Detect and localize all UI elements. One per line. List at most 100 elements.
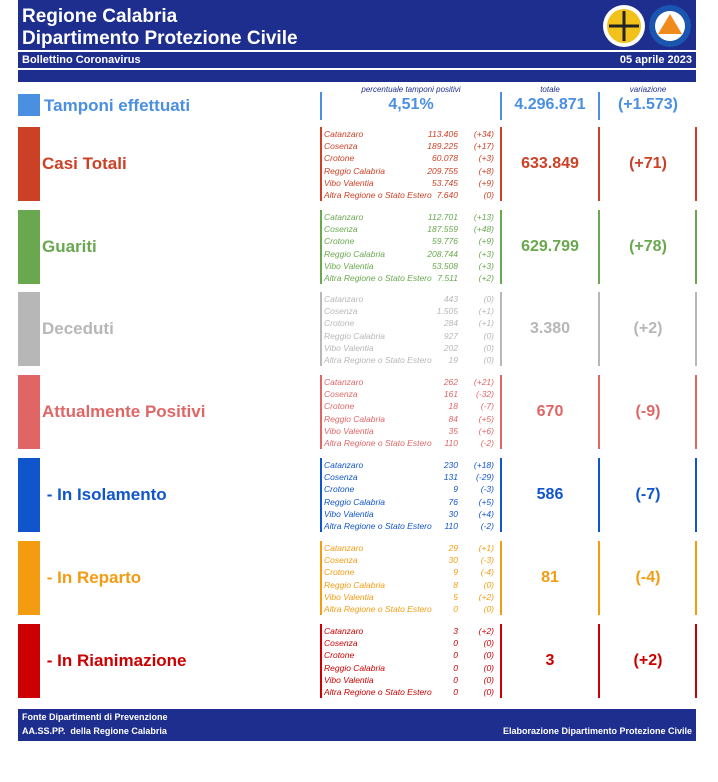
province: Crotone	[324, 401, 355, 412]
count: 76	[448, 496, 458, 507]
separator	[598, 458, 600, 532]
province: Reggio Calabria	[324, 248, 385, 259]
province: Vibo Valentia	[324, 508, 374, 519]
marker	[18, 94, 40, 116]
separator	[695, 292, 697, 366]
province: Catanzaro	[324, 377, 364, 387]
total: 3.380	[529, 320, 571, 337]
change: (+2)	[478, 591, 494, 602]
separator	[320, 375, 322, 449]
count: 84	[448, 413, 458, 424]
change: (+3)	[478, 260, 494, 271]
province: Altra Regione o Stato Estero	[324, 355, 432, 365]
count: 9	[453, 567, 458, 578]
province: Vibo Valentia	[324, 177, 374, 188]
count: 112.701	[427, 212, 458, 222]
count: 443	[443, 294, 458, 304]
province: Altra Regione o Stato Estero	[324, 604, 432, 614]
count: 209.755	[427, 165, 458, 176]
count: 53.508	[432, 260, 458, 271]
province: Cosenza	[324, 555, 358, 566]
separator	[500, 127, 502, 201]
variation: (+78)	[629, 238, 667, 255]
province: Catanzaro	[324, 543, 364, 553]
change: (0)	[483, 579, 494, 590]
change: (0)	[483, 650, 494, 661]
change: (0)	[483, 604, 494, 614]
subtitle: Dipartimento Protezione Civile	[22, 28, 298, 49]
province: Reggio Calabria	[324, 330, 385, 341]
province: Crotone	[324, 318, 355, 329]
province: Cosenza	[324, 224, 358, 235]
footer	[18, 709, 696, 741]
total: 670	[536, 403, 564, 420]
count: 202	[443, 342, 458, 353]
marker	[18, 624, 40, 698]
count: 110	[444, 521, 458, 531]
change: (+6)	[478, 425, 494, 436]
count: 113.406	[427, 129, 458, 139]
count: 0	[453, 687, 458, 697]
change: (-3)	[480, 555, 494, 566]
change: (+9)	[478, 177, 494, 188]
separator	[598, 541, 600, 615]
change: (-32)	[476, 389, 494, 400]
header-rule	[18, 50, 696, 52]
province: Altra Regione o Stato Estero	[324, 521, 432, 531]
province: Reggio Calabria	[324, 662, 385, 673]
change: (+2)	[478, 626, 494, 636]
column-label: variazione	[629, 85, 667, 94]
count: 262	[443, 377, 458, 387]
change: (+1)	[478, 543, 494, 553]
variation: (-4)	[635, 569, 661, 586]
province: Altra Regione o Stato Estero	[324, 438, 432, 448]
change: (0)	[483, 330, 494, 341]
province: Crotone	[324, 153, 355, 164]
count: 29	[448, 543, 458, 553]
total: 629.799	[521, 238, 579, 255]
section-label: - In Isolamento	[42, 485, 167, 504]
marker	[18, 292, 40, 366]
column-label: totale	[540, 85, 560, 94]
count: 1.505	[436, 306, 458, 317]
count: 30	[448, 508, 458, 519]
title: Regione Calabria	[22, 6, 178, 27]
section-label: - In Reparto	[42, 568, 142, 587]
change: (-29)	[476, 472, 494, 483]
province: Vibo Valentia	[324, 591, 374, 602]
row-label: Tamponi effettuati	[44, 96, 191, 115]
logos	[603, 5, 691, 47]
separator	[500, 541, 502, 615]
count: 131	[443, 472, 458, 483]
count: 3	[453, 626, 458, 636]
province: Crotone	[324, 650, 355, 661]
marker	[18, 541, 40, 615]
change: (+9)	[478, 236, 494, 247]
separator	[598, 292, 600, 366]
province: Catanzaro	[324, 212, 364, 222]
separator	[598, 127, 600, 201]
province: Cosenza	[324, 141, 358, 152]
province: Catanzaro	[324, 626, 364, 636]
column-label: percentuale tamponi positivi	[361, 85, 461, 94]
separator	[500, 210, 502, 284]
province: Altra Regione o Stato Estero	[324, 273, 432, 283]
province: Altra Regione o Stato Estero	[324, 687, 432, 697]
separator	[320, 92, 322, 120]
province: Reggio Calabria	[324, 413, 385, 424]
count: 18	[448, 401, 458, 412]
province: Vibo Valentia	[324, 674, 374, 685]
count: 9	[453, 484, 458, 495]
count: 5	[453, 591, 458, 602]
count: 284	[443, 318, 458, 329]
change: (+48)	[473, 224, 494, 235]
separator	[598, 624, 600, 698]
change: (+8)	[478, 165, 494, 176]
separator	[500, 92, 502, 120]
change: (+5)	[478, 413, 494, 424]
variation: (+71)	[629, 155, 667, 172]
count: 161	[443, 389, 458, 400]
separator	[695, 127, 697, 201]
separator	[598, 92, 600, 120]
